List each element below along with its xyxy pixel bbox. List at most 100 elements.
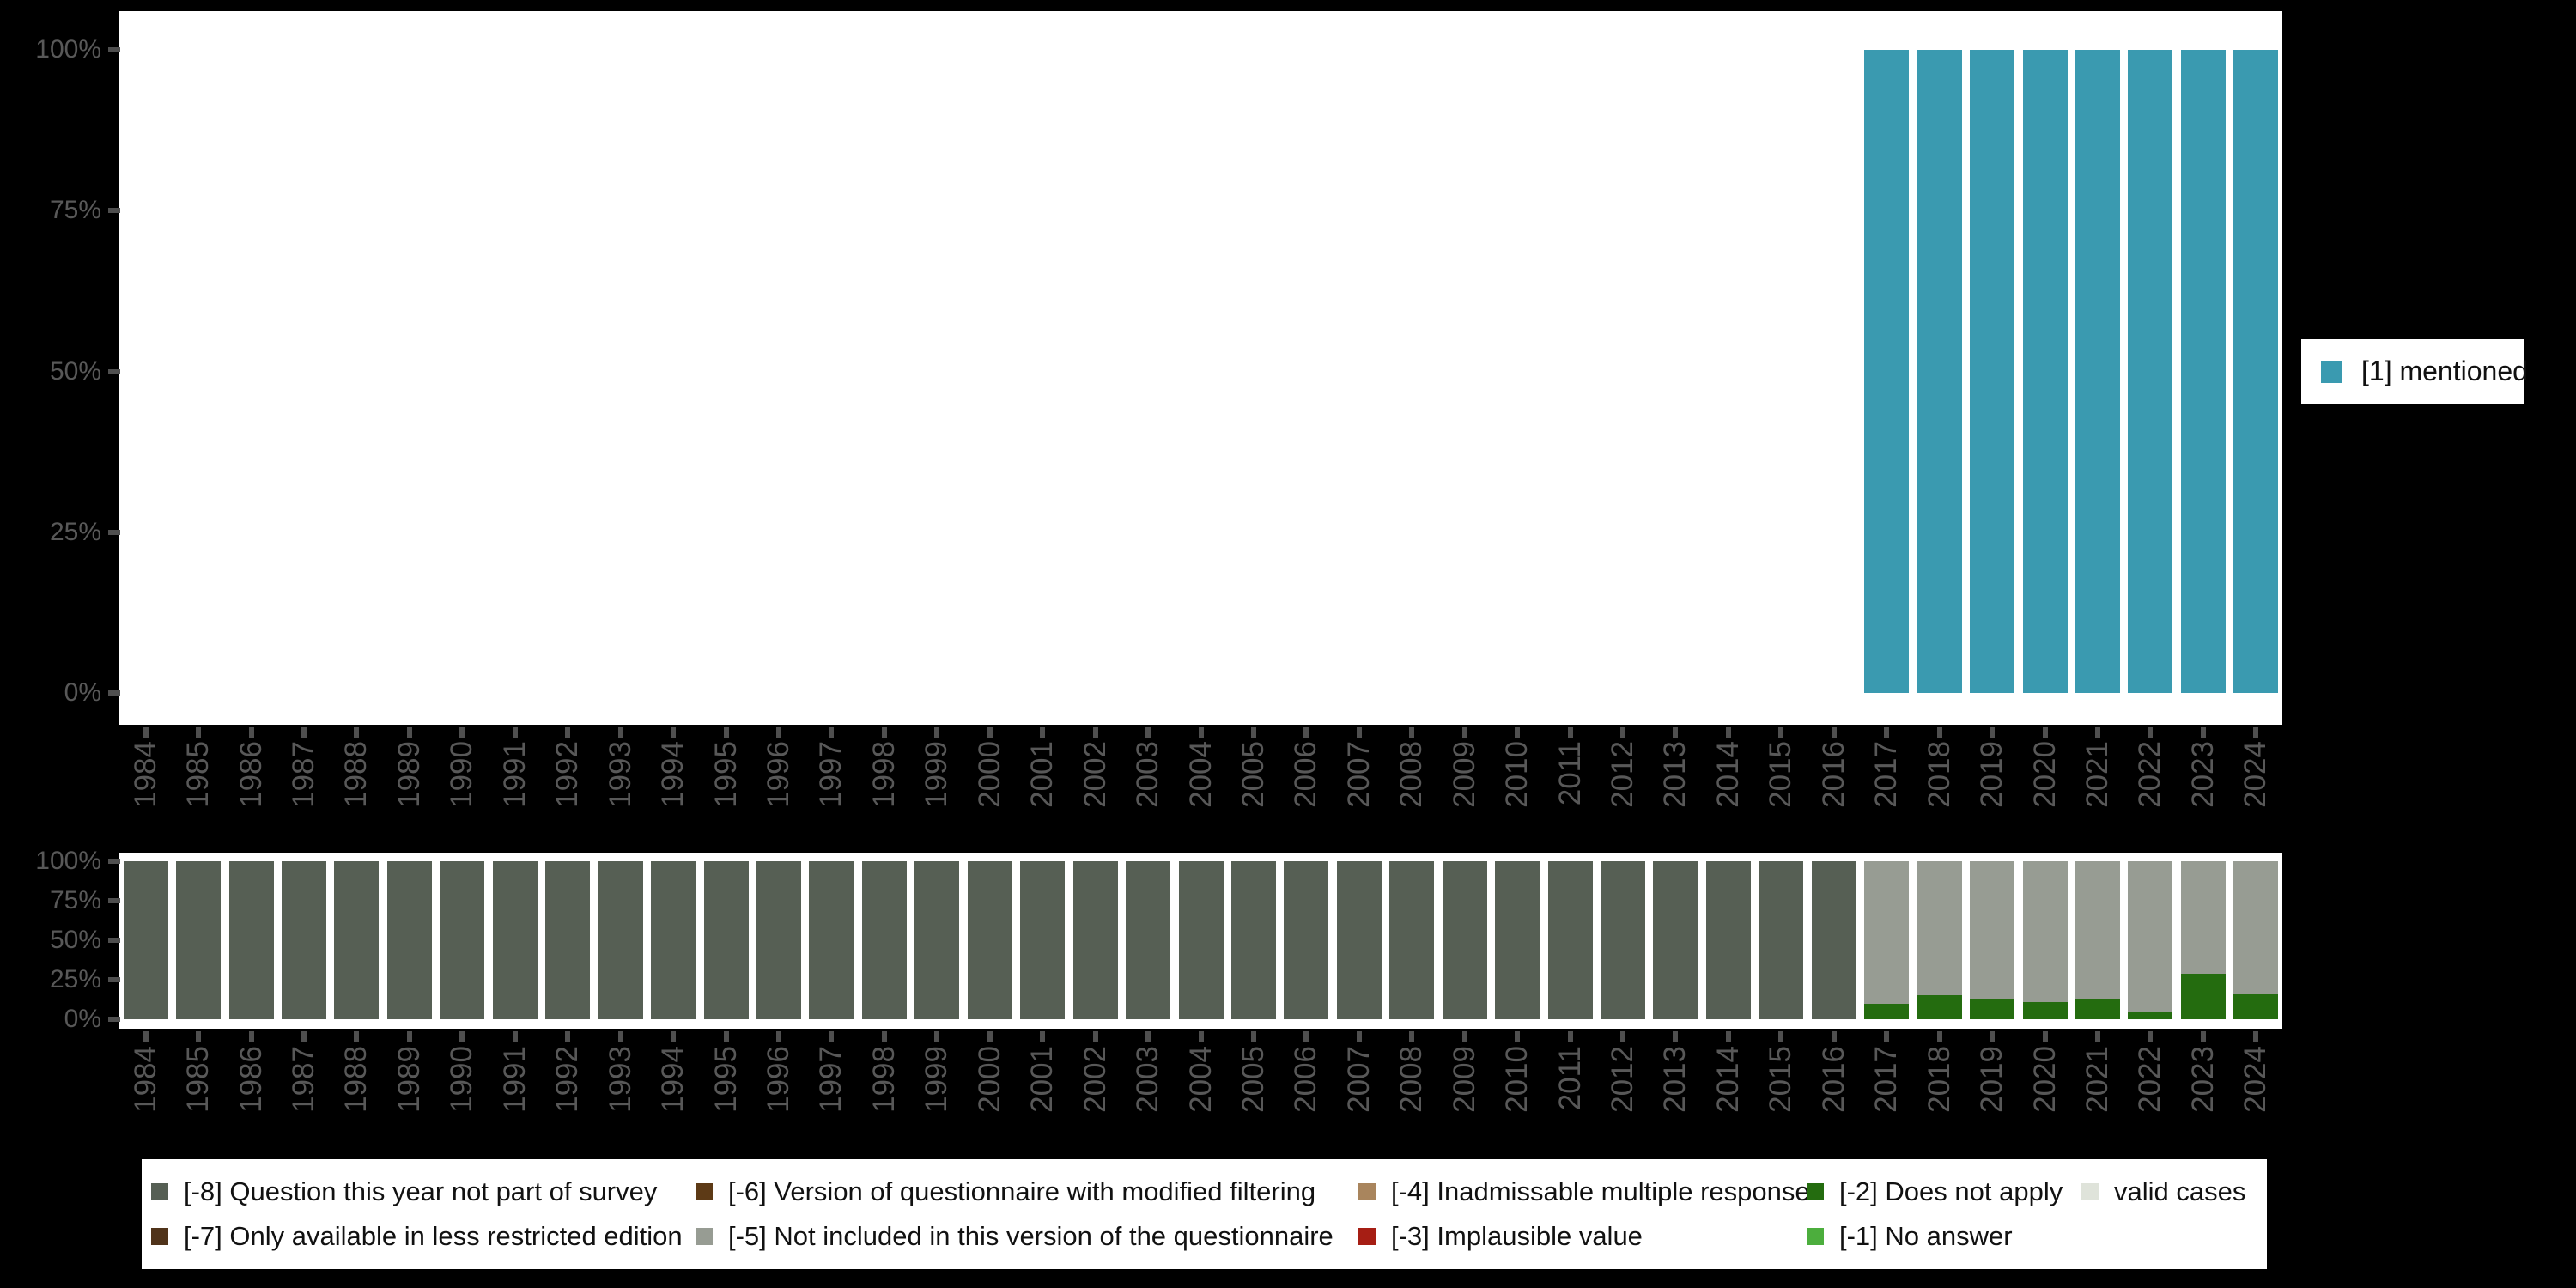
x-axis-tick [829, 727, 835, 738]
bar-segment [1864, 1003, 1910, 1019]
bar-segment [1811, 861, 1856, 1019]
x-axis-tick [1673, 727, 1679, 738]
x-axis-year-label: 1995 [708, 1046, 743, 1113]
x-axis-tick [934, 1031, 940, 1042]
legend-label: [-3] Implausible value [1391, 1221, 1643, 1251]
bar-segment [386, 861, 432, 1019]
x-axis-year-label: 2002 [1078, 1046, 1112, 1113]
x-axis-tick [248, 727, 254, 738]
x-axis-tick [987, 1031, 993, 1042]
x-axis-tick [1515, 727, 1521, 738]
x-axis-tick [1620, 727, 1625, 738]
legend-swatch [1358, 1228, 1376, 1245]
bar-segment [492, 861, 538, 1019]
y-axis-tick [108, 368, 120, 374]
bar-segment [2233, 50, 2279, 693]
bar-segment [2233, 993, 2279, 1019]
mentioned-legend-swatch [2321, 360, 2342, 383]
x-axis-tick [512, 727, 518, 738]
x-axis-year-label: 2013 [1658, 741, 1692, 808]
bar-segment [2075, 861, 2120, 999]
legend-swatch [696, 1228, 713, 1245]
x-axis-year-label: 2010 [1500, 741, 1534, 808]
x-axis-tick [1778, 727, 1784, 738]
x-axis-tick [301, 1031, 307, 1042]
x-axis-year-label: 1994 [656, 741, 690, 808]
bar-segment [703, 861, 749, 1019]
x-axis-year-label: 2005 [1236, 741, 1270, 808]
bar-segment [2180, 861, 2226, 974]
legend-label: [-7] Only available in less restricted e… [184, 1221, 683, 1251]
top-chart-panel [119, 11, 2282, 725]
x-axis-year-label: 2000 [972, 1046, 1006, 1113]
legend-item: [-4] Inadmissable multiple response [1358, 1170, 1810, 1214]
x-axis-tick [143, 1031, 149, 1042]
x-axis-year-label: 1999 [920, 1046, 954, 1113]
x-axis-year-label: 2004 [1183, 741, 1218, 808]
y-axis-tick-label: 100% [35, 35, 101, 64]
y-axis-tick [108, 977, 120, 982]
legend-item: [-2] Does not apply [1807, 1170, 2081, 1214]
x-axis-tick [1145, 1031, 1151, 1042]
x-axis-tick [406, 727, 412, 738]
x-axis-tick [1145, 727, 1151, 738]
bar-segment [1126, 861, 1171, 1019]
x-axis-year-label: 2011 [1552, 741, 1587, 806]
bar-segment [282, 861, 327, 1019]
x-axis-year-label: 2007 [1341, 1046, 1376, 1113]
x-axis-year-label: 1985 [181, 1046, 216, 1113]
bar-segment [2180, 50, 2226, 693]
x-axis-year-label: 2019 [1975, 741, 2009, 808]
bar-segment [809, 861, 854, 1019]
x-axis-year-label: 2020 [2027, 741, 2062, 808]
x-axis-tick [1356, 727, 1362, 738]
y-axis-tick-label: 75% [49, 196, 101, 225]
x-axis-tick [1936, 1031, 1942, 1042]
legend-label: [-2] Does not apply [1839, 1176, 2063, 1206]
bar-segment [651, 861, 696, 1019]
x-axis-year-label: 2021 [2080, 741, 2114, 808]
x-axis-year-label: 1989 [392, 1046, 426, 1113]
y-axis-tick [108, 690, 120, 696]
x-axis-tick [1409, 727, 1415, 738]
legend-swatch [2081, 1183, 2099, 1200]
x-axis-year-label: 2006 [1289, 1046, 1323, 1113]
x-axis-tick [1620, 1031, 1625, 1042]
legend-label: valid cases [2114, 1176, 2246, 1206]
x-axis-year-label: 2003 [1131, 1046, 1165, 1113]
x-axis-year-label: 1999 [920, 741, 954, 808]
bar-segment [2075, 50, 2120, 693]
y-axis-tick [108, 529, 120, 535]
x-axis-year-label: 1993 [603, 741, 637, 808]
x-axis-year-label: 2015 [1764, 1046, 1798, 1113]
x-axis-year-label: 1993 [603, 1046, 637, 1113]
x-axis-year-label: 2002 [1078, 741, 1112, 808]
legend-label: [-6] Version of questionnaire with modif… [728, 1176, 1316, 1206]
x-axis-tick [459, 1031, 465, 1042]
bar-segment [1653, 861, 1698, 1019]
bar-segment [228, 861, 274, 1019]
x-axis-tick [1303, 1031, 1309, 1042]
x-axis-tick [723, 727, 729, 738]
x-axis-tick [1461, 1031, 1467, 1042]
x-axis-tick [1567, 1031, 1573, 1042]
x-axis-year-label: 2008 [1394, 1046, 1429, 1113]
x-axis-year-label: 1997 [814, 741, 848, 808]
x-axis-tick [2148, 727, 2154, 738]
x-axis-year-label: 2022 [2133, 1046, 2167, 1113]
x-axis-year-label: 1984 [128, 741, 162, 808]
bar-segment [967, 861, 1012, 1019]
x-axis-year-label: 2013 [1658, 1046, 1692, 1113]
x-axis-tick [1567, 727, 1573, 738]
x-axis-year-label: 1984 [128, 1046, 162, 1113]
x-axis-tick [565, 1031, 571, 1042]
bar-segment [2022, 50, 2068, 693]
x-axis-year-label: 2009 [1447, 741, 1481, 808]
bar-segment [1970, 861, 2015, 999]
x-axis-year-label: 2016 [1816, 1046, 1850, 1113]
x-axis-year-label: 1986 [234, 741, 268, 808]
legend-item: [-3] Implausible value [1358, 1214, 1807, 1259]
legend-swatch [1358, 1183, 1376, 1200]
x-axis-tick [2148, 1031, 2154, 1042]
x-axis-tick [723, 1031, 729, 1042]
